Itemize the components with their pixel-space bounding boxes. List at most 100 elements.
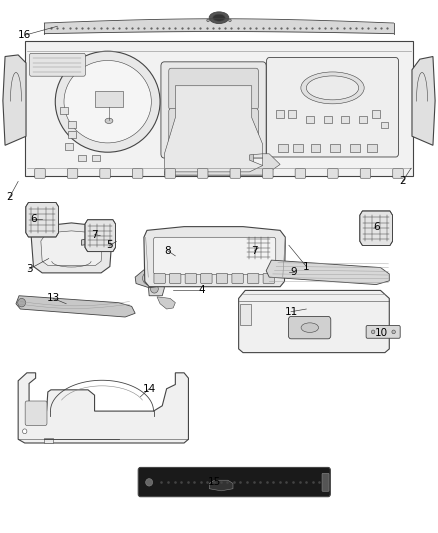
FancyBboxPatch shape: [132, 168, 143, 178]
Polygon shape: [360, 211, 392, 246]
Polygon shape: [25, 41, 413, 176]
FancyBboxPatch shape: [170, 273, 181, 284]
Bar: [65, 143, 73, 150]
Ellipse shape: [18, 298, 25, 307]
FancyBboxPatch shape: [201, 273, 212, 284]
Polygon shape: [18, 373, 188, 443]
Polygon shape: [266, 260, 389, 285]
Text: 10: 10: [375, 328, 388, 338]
FancyBboxPatch shape: [138, 467, 330, 497]
Bar: [237, 163, 244, 169]
Bar: [68, 121, 76, 128]
FancyBboxPatch shape: [247, 273, 259, 284]
Ellipse shape: [209, 12, 229, 23]
Text: 13: 13: [46, 293, 60, 303]
FancyBboxPatch shape: [322, 473, 329, 491]
Text: 2: 2: [6, 192, 13, 203]
FancyBboxPatch shape: [328, 168, 338, 178]
FancyBboxPatch shape: [153, 237, 276, 274]
Ellipse shape: [301, 323, 318, 333]
Polygon shape: [135, 268, 162, 288]
Bar: [311, 144, 320, 152]
FancyBboxPatch shape: [216, 273, 228, 284]
Text: 4: 4: [198, 286, 205, 295]
Bar: [293, 144, 303, 152]
Bar: [372, 110, 380, 118]
Text: 6: 6: [30, 214, 37, 224]
FancyBboxPatch shape: [67, 168, 78, 178]
FancyBboxPatch shape: [173, 142, 254, 165]
Ellipse shape: [64, 61, 151, 143]
FancyBboxPatch shape: [29, 53, 85, 76]
FancyBboxPatch shape: [35, 168, 45, 178]
Bar: [367, 144, 377, 152]
Polygon shape: [41, 231, 102, 265]
Bar: [60, 107, 68, 115]
FancyBboxPatch shape: [393, 168, 403, 178]
Polygon shape: [412, 56, 435, 146]
Ellipse shape: [146, 479, 152, 486]
Bar: [306, 116, 314, 123]
FancyBboxPatch shape: [288, 317, 331, 339]
FancyBboxPatch shape: [154, 273, 165, 284]
Ellipse shape: [301, 72, 364, 104]
Bar: [324, 116, 332, 123]
Ellipse shape: [150, 285, 158, 293]
FancyBboxPatch shape: [267, 58, 399, 157]
Polygon shape: [144, 227, 286, 287]
Text: 11: 11: [284, 306, 298, 317]
Text: 7: 7: [251, 246, 258, 255]
Bar: [173, 163, 181, 169]
FancyBboxPatch shape: [100, 168, 110, 178]
Bar: [193, 163, 201, 169]
FancyBboxPatch shape: [295, 168, 306, 178]
Ellipse shape: [229, 19, 231, 22]
Text: 16: 16: [18, 30, 32, 41]
FancyBboxPatch shape: [161, 62, 266, 158]
Bar: [330, 144, 340, 152]
FancyBboxPatch shape: [169, 68, 258, 110]
FancyBboxPatch shape: [360, 168, 371, 178]
Bar: [359, 116, 367, 123]
Bar: [381, 122, 389, 128]
Bar: [68, 132, 76, 138]
Bar: [350, 144, 360, 152]
Bar: [95, 91, 123, 107]
FancyBboxPatch shape: [185, 273, 197, 284]
Polygon shape: [44, 438, 53, 443]
Polygon shape: [3, 55, 26, 146]
Text: 5: 5: [106, 240, 113, 250]
Text: 3: 3: [26, 264, 32, 274]
Bar: [78, 155, 86, 161]
Polygon shape: [16, 296, 135, 317]
FancyBboxPatch shape: [232, 273, 243, 284]
Ellipse shape: [371, 330, 375, 334]
Text: 9: 9: [291, 267, 297, 277]
Bar: [278, 144, 288, 152]
Polygon shape: [81, 236, 109, 245]
FancyBboxPatch shape: [165, 168, 175, 178]
Polygon shape: [244, 232, 273, 263]
Bar: [92, 155, 100, 161]
Text: 7: 7: [91, 230, 98, 240]
Ellipse shape: [213, 14, 225, 21]
Polygon shape: [209, 480, 233, 491]
Ellipse shape: [207, 19, 209, 22]
Bar: [240, 304, 251, 325]
FancyBboxPatch shape: [25, 401, 47, 425]
Bar: [215, 163, 223, 169]
Bar: [276, 110, 284, 118]
Text: 14: 14: [142, 384, 156, 394]
Ellipse shape: [22, 429, 27, 434]
Ellipse shape: [392, 330, 396, 334]
Polygon shape: [157, 297, 175, 309]
FancyBboxPatch shape: [198, 168, 208, 178]
Polygon shape: [31, 223, 112, 273]
Polygon shape: [26, 203, 59, 237]
Polygon shape: [164, 154, 280, 175]
Ellipse shape: [55, 51, 160, 152]
Ellipse shape: [105, 118, 113, 124]
Bar: [341, 116, 349, 123]
FancyBboxPatch shape: [230, 168, 240, 178]
FancyBboxPatch shape: [169, 109, 258, 152]
